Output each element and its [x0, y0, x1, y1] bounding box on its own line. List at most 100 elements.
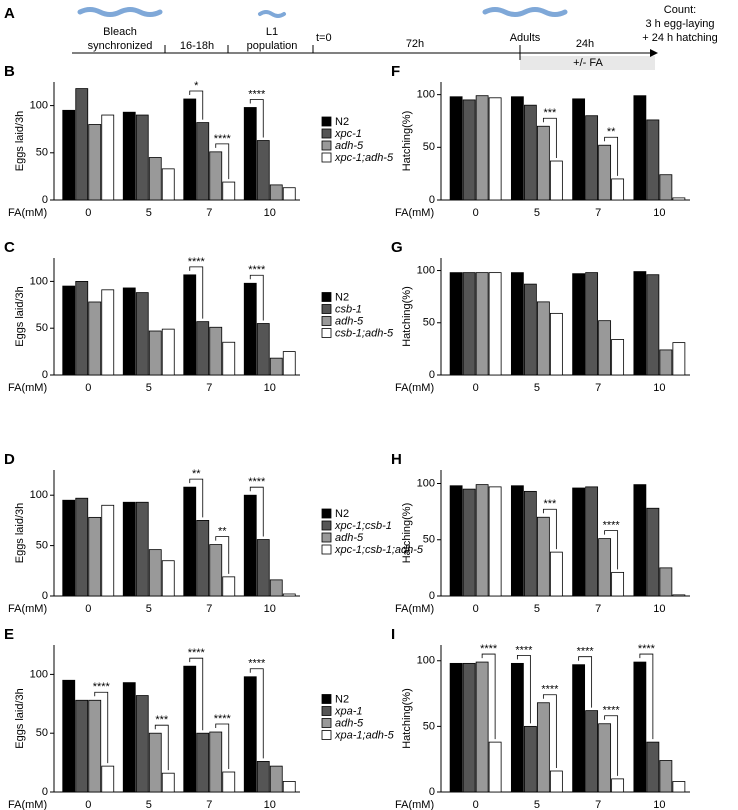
legend-swatch	[321, 520, 332, 531]
significance-bracket	[639, 653, 654, 740]
x-tick-label: 7	[595, 382, 601, 394]
bar	[523, 283, 537, 376]
significance-label: ****	[577, 646, 595, 658]
bar	[611, 778, 625, 793]
y-axis-label: Hatching(%)	[401, 688, 413, 749]
y-tick-label: 0	[42, 786, 48, 798]
legend-label: adh-5	[335, 140, 364, 152]
x-axis-label: FA(mM)	[8, 382, 47, 394]
x-tick-label: 0	[473, 799, 479, 810]
bar	[135, 695, 149, 793]
bar	[256, 761, 270, 793]
bar	[611, 339, 625, 376]
bar	[62, 285, 76, 376]
significance-bracket	[249, 99, 264, 138]
bar	[523, 104, 537, 201]
x-tick-label: 5	[534, 207, 540, 219]
significance-bracket	[249, 668, 264, 759]
y-tick-label: 100	[417, 264, 435, 276]
legend-swatch	[321, 292, 332, 302]
significance-label: ****	[248, 264, 266, 276]
worm-icon	[77, 7, 163, 17]
bar	[122, 287, 136, 376]
bar	[549, 312, 563, 376]
y-tick-label: 0	[42, 369, 48, 381]
bar	[449, 272, 463, 376]
legend-label: csb-1	[335, 303, 362, 315]
legend-swatch	[321, 316, 332, 326]
bar	[101, 289, 115, 376]
x-axis-label: FA(mM)	[8, 603, 47, 615]
significance-label: ****	[93, 681, 111, 693]
bar	[122, 111, 136, 201]
significance-bracket	[542, 508, 557, 550]
timeline-text: synchronized	[88, 40, 153, 52]
significance-label: ***	[543, 107, 557, 119]
bar	[62, 679, 76, 793]
significance-bracket	[215, 723, 230, 770]
legend-label: adh-5	[335, 315, 364, 327]
y-tick-label: 0	[429, 786, 435, 798]
significance-label: ****	[603, 520, 621, 532]
worm-icon	[258, 10, 286, 18]
legend-label: xpa-1;adh-5	[334, 729, 395, 741]
y-tick-label: 50	[36, 147, 48, 159]
bar	[449, 96, 463, 201]
bar	[122, 682, 136, 793]
fa-box	[520, 56, 655, 70]
bar	[88, 301, 102, 376]
y-tick-label: 50	[423, 141, 435, 153]
timeline-text: 16-18h	[180, 40, 214, 52]
bar	[222, 576, 236, 597]
panel-label: I	[391, 626, 395, 643]
significance-bracket	[481, 653, 496, 740]
significance-label: **	[607, 126, 616, 138]
bar	[222, 181, 236, 201]
bar	[475, 661, 489, 793]
bar	[598, 144, 612, 201]
x-tick-label: 7	[206, 207, 212, 219]
x-tick-label: 10	[264, 603, 276, 615]
y-tick-label: 100	[30, 489, 48, 501]
significance-label: ***	[543, 498, 557, 510]
bar	[256, 539, 270, 597]
x-axis-label: FA(mM)	[395, 382, 434, 394]
arrow-head	[650, 49, 658, 57]
legend-swatch	[321, 140, 332, 151]
legend-swatch	[321, 328, 332, 338]
bar	[633, 484, 647, 597]
y-tick-label: 100	[417, 655, 435, 667]
bar	[161, 772, 175, 793]
bar	[256, 140, 270, 201]
bar	[672, 342, 686, 376]
significance-bracket	[542, 694, 557, 768]
panel-label: E	[4, 626, 14, 643]
bar	[135, 501, 149, 597]
bar	[243, 107, 257, 201]
bar	[243, 494, 257, 597]
bar	[488, 486, 502, 597]
legend-label: N2	[335, 693, 349, 705]
bar	[672, 197, 686, 201]
x-tick-label: 7	[595, 603, 601, 615]
panel-label: G	[391, 239, 403, 256]
timeline-text: L1	[266, 26, 278, 38]
bar	[510, 96, 524, 201]
legend-label: xpc-1;csb-1	[334, 520, 392, 532]
bar	[572, 664, 586, 793]
bar	[75, 280, 89, 376]
significance-bracket	[542, 117, 557, 159]
x-tick-label: 5	[146, 207, 152, 219]
legend-swatch	[321, 116, 332, 127]
bar	[269, 579, 283, 597]
significance-label: *	[194, 80, 199, 92]
legend-label: adh-5	[335, 717, 364, 729]
bar	[282, 351, 296, 376]
significance-bracket	[578, 656, 593, 708]
bar	[572, 273, 586, 376]
bar	[148, 732, 162, 793]
x-tick-label: 10	[264, 799, 276, 810]
significance-label: ****	[188, 256, 206, 268]
bar	[598, 723, 612, 793]
